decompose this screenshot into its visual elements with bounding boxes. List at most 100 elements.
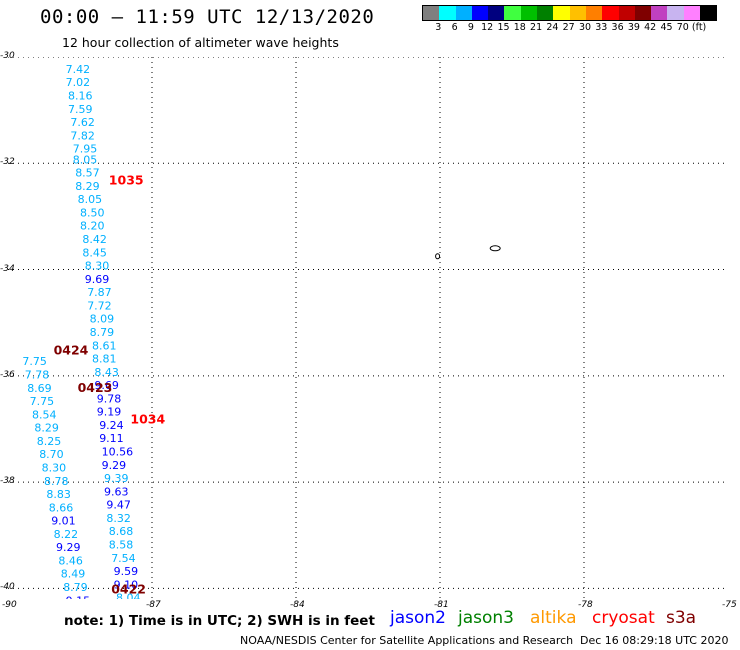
color-swatch (488, 6, 505, 20)
color-scale-label: 18 (513, 22, 526, 33)
wave-height-label: 8.57 (75, 167, 100, 180)
wave-height-label: 7.82 (70, 129, 95, 142)
pass-time-label: 1035 (109, 173, 144, 188)
wave-height-label: 8.09 (90, 313, 115, 326)
island-outline (489, 245, 501, 252)
wave-height-label: 9.11 (99, 432, 124, 445)
wave-height-label: 7.87 (87, 286, 112, 299)
color-swatch (683, 6, 701, 20)
satellite-legend-s3a: s3a (666, 608, 697, 628)
wave-height-label: 8.66 (49, 501, 74, 514)
pass-time-labels: 1035042404231034042210331032 (54, 173, 166, 597)
color-scale-label: 70 (676, 22, 689, 33)
wave-height-label: 8.45 (82, 246, 107, 259)
longitude-tick-label: -87 (146, 600, 161, 610)
wave-height-label: 7.95 (73, 143, 98, 156)
credit-line: NOAA/NESDIS Center for Satellite Applica… (240, 634, 574, 647)
wave-height-label: 8.43 (94, 366, 119, 379)
island-outlines (435, 245, 501, 260)
color-scale-label: 39 (627, 22, 640, 33)
wave-height-label: 8.54 (32, 408, 57, 421)
wave-height-label: 8.83 (46, 488, 71, 501)
longitude-tick-label: -90 (2, 600, 17, 610)
pass-time-label: 0424 (54, 343, 89, 358)
color-scale-label: 42 (644, 22, 657, 33)
longitude-tick-label: -84 (290, 600, 305, 610)
latitude-tick-label: -38 (0, 476, 15, 487)
wave-height-label: 9.69 (85, 273, 110, 286)
units-note: note: 1) Time is in UTC; 2) SWH is in fe… (64, 613, 375, 629)
wave-height-label: 8.61 (92, 339, 117, 352)
wave-height-label: 7.62 (70, 116, 95, 129)
color-swatch (651, 6, 668, 20)
pass-time-label: 0423 (78, 380, 113, 395)
lat-lon-grid (8, 57, 728, 599)
wave-height-label: 8.69 (27, 382, 52, 395)
color-scale-label: 45 (660, 22, 673, 33)
pass-time-label: 1034 (130, 412, 165, 427)
wave-height-label: 9.15 (66, 594, 91, 599)
wave-height-label: 8.49 (61, 568, 86, 581)
wave-height-label: 10.56 (102, 446, 134, 459)
wave-height-label: 9.59 (114, 565, 139, 578)
wave-height-label: 8.05 (78, 193, 103, 206)
color-scale-label: 24 (546, 22, 559, 33)
latitude-tick-label: -36 (0, 369, 15, 380)
color-scale-label: 27 (562, 22, 575, 33)
satellite-legend-cryosat: cryosat (592, 608, 655, 628)
satellite-legend-altika: altika (530, 608, 577, 628)
wave-height-label: 9.10 (114, 578, 139, 591)
wave-height-label: 7.02 (66, 76, 91, 89)
generated-timestamp: Dec 16 08:29:18 UTC 2020 (580, 634, 729, 647)
color-scale-label: 9 (467, 22, 474, 33)
wave-height-label: 9.47 (106, 499, 130, 512)
wave-height-label: 8.68 (109, 525, 134, 538)
color-scale-bar (422, 5, 718, 21)
color-scale-label: 36 (611, 22, 624, 33)
wave-height-label: 7.54 (111, 552, 136, 565)
color-swatch (569, 6, 586, 20)
color-swatch (585, 6, 603, 20)
wave-height-label: 9.63 (104, 485, 129, 498)
wave-height-label: 8.42 (82, 233, 107, 246)
wave-height-label: 9.29 (102, 459, 127, 472)
wave-height-label: 9.39 (104, 472, 129, 485)
longitude-tick-label: -78 (578, 600, 593, 610)
wave-height-label: 8.58 (109, 539, 134, 552)
altimeter-map: 7.427.028.167.597.627.827.958.058.578.29… (8, 57, 728, 599)
wave-height-points: 7.427.028.167.597.627.827.958.058.578.29… (22, 63, 141, 599)
longitude-tick-label: -75 (722, 600, 737, 610)
color-swatch (504, 6, 521, 20)
wave-height-label: 8.16 (68, 90, 93, 103)
wave-height-label: 8.50 (80, 206, 105, 219)
wave-height-label: 8.32 (106, 512, 130, 525)
wave-height-label: 8.79 (63, 581, 87, 594)
color-scale-label: (ft) (691, 22, 707, 33)
color-swatch (423, 6, 440, 20)
chart-subtitle: 12 hour collection of altimeter wave hei… (62, 35, 339, 50)
color-swatch (537, 6, 554, 20)
wave-height-label: 8.46 (58, 554, 83, 567)
color-swatch (634, 6, 652, 20)
wave-height-label: 8.29 (75, 180, 100, 193)
color-scale-label: 3 (435, 22, 442, 33)
wave-height-label: 8.30 (42, 461, 67, 474)
color-swatch (700, 6, 717, 20)
wave-height-label: 8.04 (116, 592, 141, 599)
wave-height-label: 9.24 (99, 419, 124, 432)
satellite-legend-jason2: jason2 (390, 608, 446, 628)
color-swatch (439, 6, 456, 20)
wave-height-label: 9.78 (97, 392, 122, 405)
color-scale-label: 30 (578, 22, 592, 33)
wave-height-label: 8.79 (90, 326, 115, 339)
latitude-tick-label: -30 (0, 51, 15, 61)
wave-height-label: 7.42 (66, 63, 91, 76)
satellite-legend-jason3: jason3 (458, 608, 514, 628)
wave-height-label: 8.25 (37, 435, 62, 448)
wave-height-label: 8.22 (54, 528, 79, 541)
color-scale-label: 21 (530, 22, 543, 33)
color-scale-label: 6 (451, 22, 458, 33)
wave-height-label: 9.69 (94, 379, 119, 392)
wave-height-label: 8.20 (80, 220, 105, 233)
latitude-tick-label: -32 (0, 157, 15, 168)
